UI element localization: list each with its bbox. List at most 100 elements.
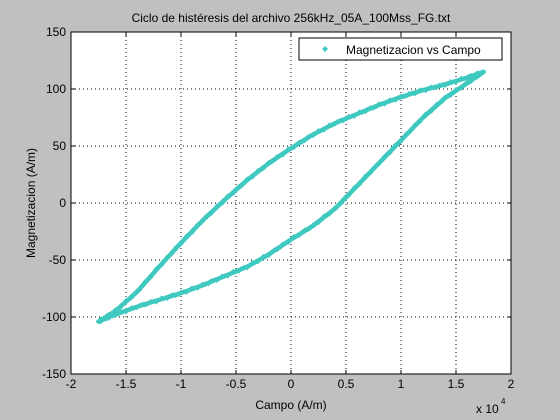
data-point [181, 237, 187, 243]
data-point [368, 170, 374, 176]
data-point [338, 201, 343, 207]
data-point [316, 220, 321, 226]
tick-labels: -2 -1.5 -1 -0.5 0 0.5 1 1.5 2 -150 -100 -50 0 50 100 15… [42, 25, 515, 391]
data-point [211, 207, 217, 213]
data-point [324, 124, 330, 130]
data-point [247, 263, 253, 269]
data-point [478, 69, 484, 75]
y-tick-label: -100 [42, 310, 66, 324]
data-point [329, 208, 335, 214]
data-point [285, 146, 291, 152]
data-point [236, 184, 242, 190]
data-point [244, 176, 250, 182]
data-point [186, 287, 192, 293]
legend-entry-magnetizacion-vs-campo: Magnetizacion vs Campo [346, 43, 481, 57]
data-point [461, 82, 467, 88]
chart-title: Ciclo de histéresis del archivo 256kHz_0… [132, 11, 451, 25]
data-point [285, 239, 291, 245]
x-tick-label: -0.5 [226, 377, 247, 391]
data-point [263, 162, 269, 168]
data-point [118, 309, 123, 315]
data-point [236, 268, 242, 274]
data-point [206, 281, 211, 287]
data-point [200, 218, 206, 224]
data-point [217, 276, 222, 282]
data-point [192, 225, 198, 231]
x-axis-label: Campo (A/m) [255, 398, 326, 412]
data-point [131, 291, 137, 297]
data-point [379, 158, 385, 164]
data-point [387, 150, 393, 156]
data-point [376, 101, 382, 107]
data-point [288, 237, 294, 243]
x-tick-label: 0.5 [338, 377, 355, 391]
data-point [280, 152, 286, 158]
data-point [120, 301, 126, 307]
data-point [192, 285, 198, 291]
data-point [255, 167, 261, 173]
x-tick-label: -2 [66, 377, 77, 391]
legend: Magnetizacion vs Campo [298, 37, 503, 61]
x-tick-label: 2 [508, 377, 515, 391]
data-point [398, 138, 404, 144]
axis-ticks [70, 31, 512, 375]
data-point [222, 273, 228, 279]
data-point [302, 227, 308, 233]
data-point [225, 193, 231, 199]
data-point [175, 292, 181, 298]
data-point [412, 122, 418, 128]
data-point [428, 108, 434, 114]
data-point [153, 266, 159, 272]
x-tick-label: 1 [398, 377, 405, 391]
data-point [206, 211, 211, 217]
x-tick-label: 1.5 [448, 377, 465, 391]
data-point [439, 98, 445, 104]
data-point [307, 225, 313, 231]
data-point [387, 97, 393, 103]
data-point [195, 285, 200, 291]
data-point [409, 127, 415, 133]
data-point [296, 139, 302, 145]
data-point [134, 305, 140, 311]
y-tick-label: 50 [53, 139, 67, 153]
data-point [219, 200, 225, 206]
data-point [296, 233, 302, 239]
y-tick-label: -150 [42, 367, 66, 381]
data-point [164, 254, 170, 260]
data-point [354, 111, 360, 117]
data-point [393, 97, 398, 103]
data-point [145, 301, 151, 307]
x-tick-label: 0 [288, 377, 295, 391]
data-point [214, 203, 220, 209]
data-point [346, 113, 352, 119]
data-point [283, 240, 288, 246]
data-point [406, 90, 412, 96]
data-point [371, 165, 376, 171]
data-point [335, 203, 341, 209]
y-axis-label: Magnetizacion (A/m) [24, 148, 38, 258]
y-tick-label: 150 [46, 25, 66, 39]
data-point [142, 278, 148, 284]
legend-box [298, 37, 503, 61]
data-point [274, 154, 280, 160]
data-point [450, 79, 456, 85]
data-point [269, 159, 275, 165]
x-tick-label: -1.5 [116, 377, 137, 391]
data-point [420, 115, 426, 121]
data-point [272, 247, 277, 253]
data-point [327, 211, 332, 217]
y-tick-label: 0 [59, 196, 66, 210]
data-point [162, 257, 167, 263]
data-point [294, 141, 299, 147]
data-point [233, 186, 239, 192]
y-tick-label: -50 [49, 253, 67, 267]
data-point [417, 118, 423, 124]
data-point [225, 273, 231, 279]
data-point [448, 79, 453, 85]
data-point [346, 192, 352, 198]
data-point [468, 78, 474, 84]
data-point [390, 146, 396, 152]
data-point [252, 259, 258, 265]
data-point [203, 214, 209, 220]
